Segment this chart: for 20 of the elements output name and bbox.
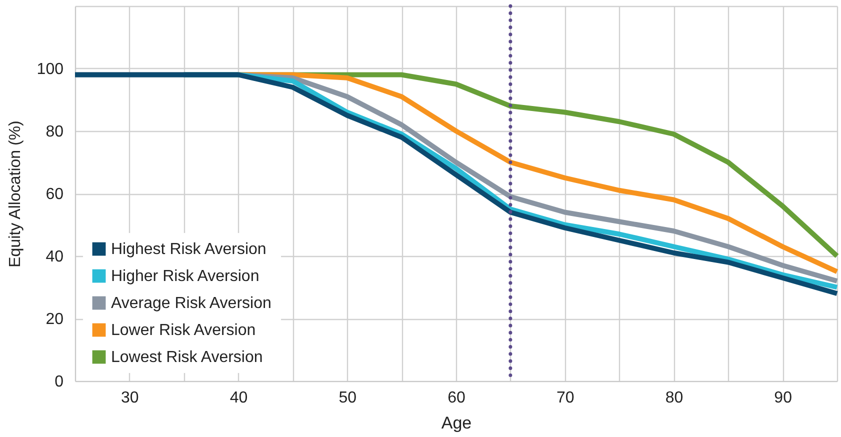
legend-label: Lower Risk Aversion	[111, 322, 256, 339]
y-tick-label: 20	[46, 311, 64, 328]
x-tick-label: 90	[774, 390, 792, 406]
y-tick-label: 100	[36, 61, 64, 78]
x-tick-label: 80	[665, 390, 684, 406]
x-tick-label: 70	[556, 390, 574, 406]
x-tick-label: 30	[121, 390, 139, 406]
y-tick-label: 40	[46, 248, 64, 266]
y-tick-label: 80	[46, 124, 64, 140]
legend-label: Lowest Risk Aversion	[111, 349, 263, 366]
x-tick-label: 50	[338, 390, 357, 406]
legend-label: Higher Risk Aversion	[111, 268, 260, 285]
y-tick-label: 0	[54, 374, 64, 390]
x-tick-label: 40	[230, 390, 248, 406]
legend-label: Highest Risk Aversion	[111, 241, 266, 258]
x-axis-title: Age	[441, 414, 472, 432]
y-tick-label: 60	[46, 186, 64, 203]
legend-label: Average Risk Aversion	[111, 295, 272, 312]
y-axis-title: Equity Allocation (%)	[6, 120, 24, 268]
x-tick-label: 60	[448, 390, 466, 406]
